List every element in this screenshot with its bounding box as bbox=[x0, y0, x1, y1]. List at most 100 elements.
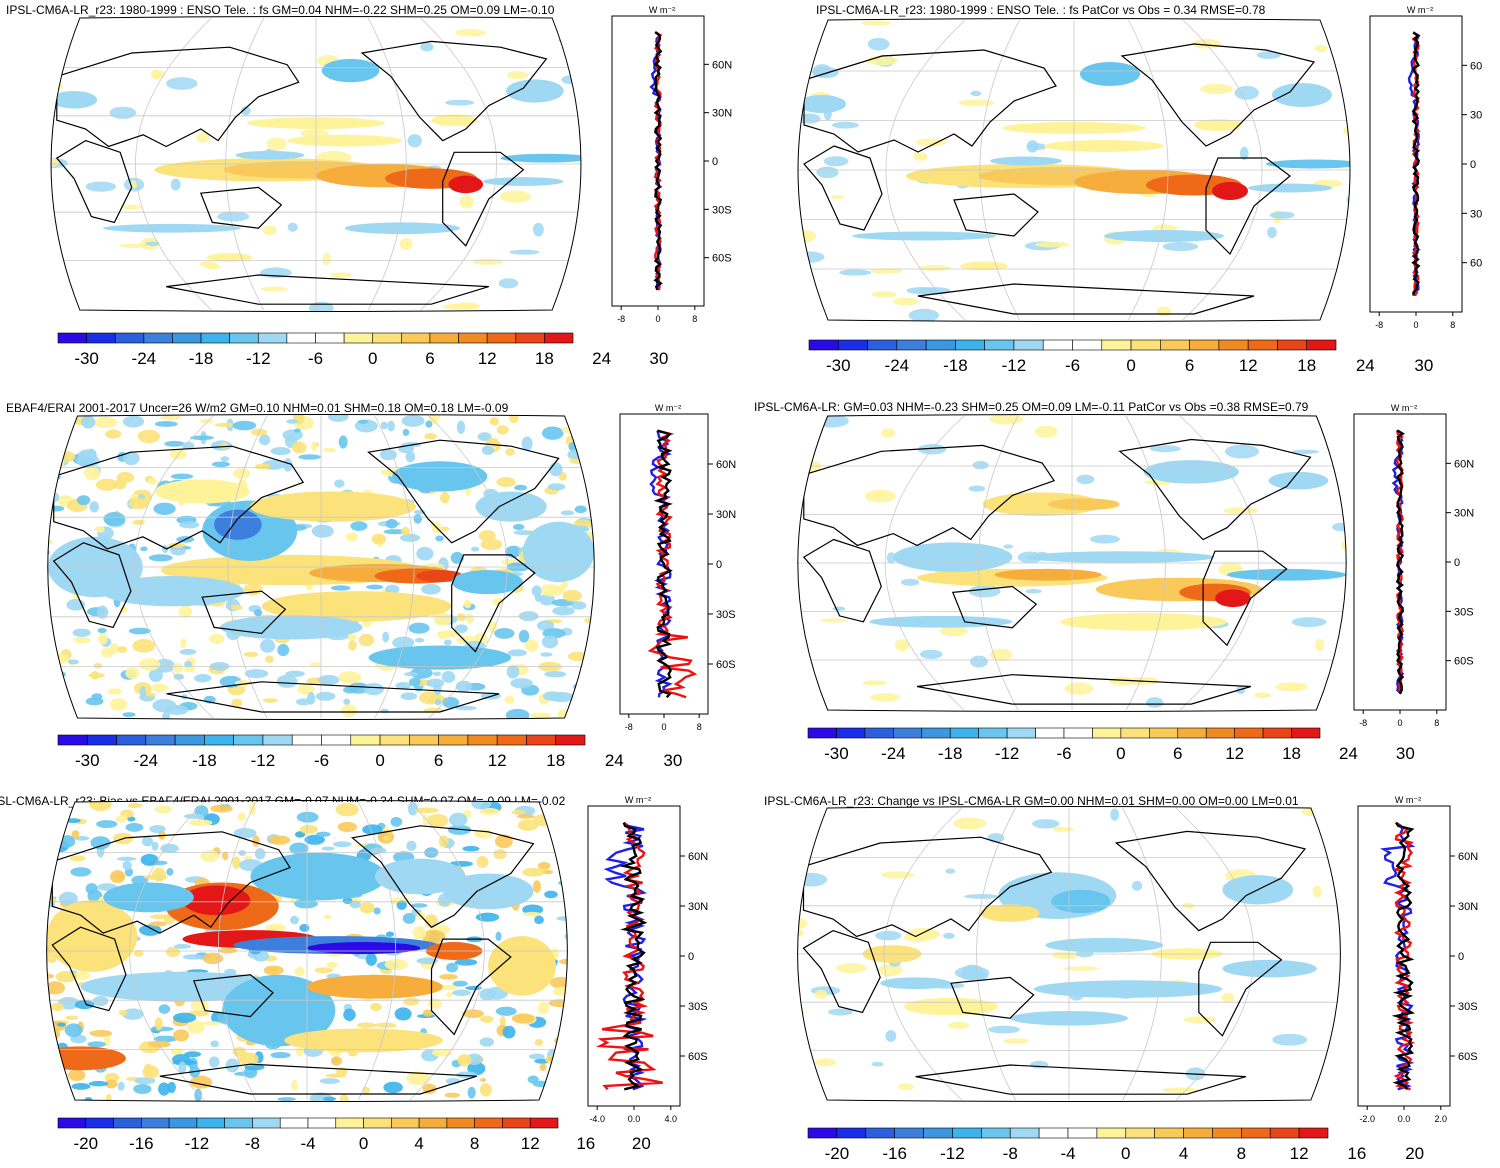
map-anomaly-speck bbox=[504, 695, 515, 704]
map-anomaly-speck bbox=[209, 633, 225, 645]
profile-y-tick-label: 60 bbox=[1470, 258, 1482, 270]
colorbar-swatch bbox=[836, 1127, 867, 1139]
map-anomaly-speck bbox=[871, 1061, 884, 1067]
map-anomaly-speck bbox=[961, 964, 984, 979]
map-anomaly-speck bbox=[408, 677, 421, 687]
map-anomaly-speck bbox=[540, 652, 553, 657]
map-anomaly-speck bbox=[459, 195, 474, 209]
map-anomaly-speck bbox=[1003, 1038, 1030, 1045]
map-anomaly-speck bbox=[118, 1009, 128, 1016]
map-anomaly-speck bbox=[370, 1003, 382, 1012]
map-anomaly-region bbox=[852, 231, 996, 241]
colorbar-swatch bbox=[467, 734, 498, 746]
map-anomaly-region bbox=[261, 591, 452, 622]
map-anomaly-speck bbox=[591, 637, 595, 646]
profile-y-tick-label: 60S bbox=[712, 253, 732, 265]
map-anomaly-speck bbox=[603, 627, 609, 635]
map-anomaly-speck bbox=[286, 419, 298, 424]
map-anomaly-speck bbox=[798, 229, 817, 244]
map-anomaly-speck bbox=[434, 698, 442, 706]
map-anomaly-region bbox=[1212, 182, 1248, 200]
map-anomaly-speck bbox=[49, 800, 70, 806]
map-anomaly-speck bbox=[467, 1061, 486, 1076]
colorbar-swatch bbox=[1277, 339, 1308, 351]
map-anomaly-speck bbox=[26, 478, 32, 486]
map-anomaly-speck bbox=[359, 902, 375, 914]
map-anomaly-speck bbox=[180, 638, 187, 649]
map-anomaly-speck bbox=[162, 711, 170, 720]
map-anomaly-speck bbox=[477, 432, 492, 441]
map-anomaly-speck bbox=[311, 524, 334, 538]
map-anomaly-speck bbox=[530, 712, 551, 719]
map-anomaly-speck bbox=[916, 138, 948, 147]
map-anomaly-region bbox=[249, 491, 417, 522]
colorbar-tick-label: 6 bbox=[425, 349, 434, 368]
map-anomaly-speck bbox=[422, 1009, 433, 1017]
map-anomaly-speck bbox=[406, 1071, 430, 1086]
map-anomaly-speck bbox=[1027, 143, 1047, 151]
map-anomaly-speck bbox=[395, 681, 411, 690]
map-anomaly-speck bbox=[816, 166, 839, 179]
zonal-mean-black-line bbox=[653, 429, 673, 699]
map-anomaly-speck bbox=[24, 685, 48, 689]
map-anomaly-speck bbox=[53, 1067, 60, 1081]
map-anomaly-speck bbox=[552, 606, 575, 616]
colorbar-swatch bbox=[1189, 339, 1220, 351]
map-anomaly-speck bbox=[29, 636, 35, 643]
colorbar-tick-label: 12 bbox=[521, 1134, 540, 1153]
map-anomaly-speck bbox=[182, 441, 195, 450]
map-anomaly-region bbox=[903, 997, 999, 1016]
colorbar-swatch bbox=[1205, 727, 1235, 739]
map-anomaly-speck bbox=[403, 671, 419, 677]
panel-title: EBAF4/ERAI 2001-2017 Uncer=26 W/m2 GM=0.… bbox=[6, 401, 509, 415]
colorbar-swatch bbox=[1306, 339, 1337, 351]
map-anomaly-speck bbox=[1076, 474, 1095, 485]
map-anomaly-speck bbox=[87, 1041, 106, 1048]
map-anomaly-speck bbox=[380, 421, 388, 430]
colorbar-swatch bbox=[429, 332, 459, 344]
map-anomaly-speck bbox=[898, 1083, 914, 1091]
colorbar-swatch bbox=[836, 727, 866, 739]
map-anomaly-speck bbox=[330, 1056, 343, 1066]
map-anomaly-speck bbox=[93, 416, 118, 428]
map-anomaly-speck bbox=[1291, 617, 1327, 627]
map-anomaly-speck bbox=[940, 625, 968, 637]
colorbar-swatch bbox=[896, 339, 927, 351]
map-anomaly-speck bbox=[184, 813, 204, 819]
map-anomaly-speck bbox=[356, 1022, 376, 1029]
map-anomaly-speck bbox=[1275, 682, 1308, 692]
map-anomaly-speck bbox=[46, 817, 56, 829]
map-anomaly-speck bbox=[401, 526, 410, 536]
colorbar-swatch bbox=[335, 1117, 364, 1129]
map-coastline bbox=[1118, 438, 1312, 541]
colorbar-tick-label: -12 bbox=[246, 349, 271, 368]
map-anomaly-speck bbox=[1291, 449, 1320, 454]
colorbar-swatch bbox=[257, 332, 288, 344]
map-anomaly-speck bbox=[1319, 812, 1336, 817]
profile-unit-label: W m⁻² bbox=[1395, 795, 1421, 805]
map-anomaly-speck bbox=[539, 593, 555, 606]
map-anomaly-speck bbox=[309, 1092, 333, 1102]
profile-y-tick-label: 30N bbox=[716, 509, 736, 521]
colorbar-swatch bbox=[1125, 1127, 1155, 1139]
robinson-map bbox=[24, 413, 609, 721]
profile-x-tick-label: -8 bbox=[617, 314, 625, 324]
zonal-mean-blue-line bbox=[603, 821, 648, 1091]
map-anomaly-speck bbox=[457, 1053, 472, 1067]
map-anomaly-speck bbox=[422, 1083, 437, 1095]
map-anomaly-speck bbox=[443, 639, 452, 646]
colorbar-swatch bbox=[86, 332, 116, 344]
map-anomaly-speck bbox=[46, 860, 48, 865]
map-anomaly-speck bbox=[133, 949, 144, 957]
colorbar-swatch bbox=[1101, 339, 1132, 351]
map-anomaly-speck bbox=[276, 674, 298, 688]
map-anomaly-speck bbox=[489, 417, 500, 426]
map-anomaly-region bbox=[307, 974, 443, 999]
profile-y-tick-label: 60N bbox=[716, 459, 736, 471]
map-anomaly-speck bbox=[190, 1000, 209, 1011]
profile-y-tick-label: 0 bbox=[1458, 951, 1464, 963]
colorbar-swatch bbox=[200, 332, 230, 344]
map-anomaly-speck bbox=[798, 113, 821, 124]
map-anomaly-speck bbox=[173, 1029, 190, 1042]
map-anomaly-speck bbox=[886, 552, 896, 564]
